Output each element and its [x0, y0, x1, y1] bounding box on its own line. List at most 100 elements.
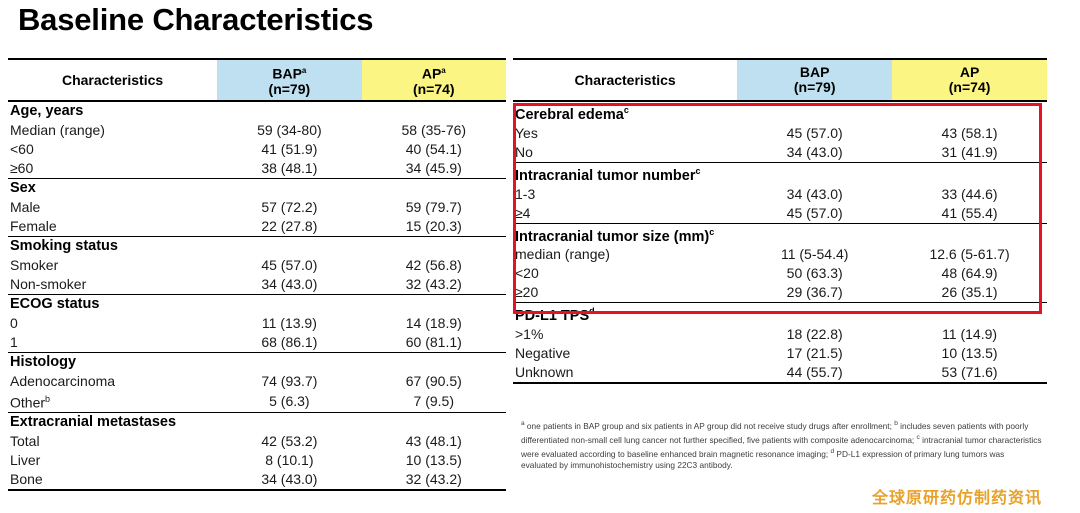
page-title: Baseline Characteristics	[18, 2, 374, 37]
row-bap-value: 45 (57.0)	[261, 257, 318, 273]
table-row: Adenocarcinoma 74 (93.7) 67 (90.5)	[8, 372, 506, 391]
row-label: 1	[8, 333, 218, 353]
row-bap-value: 42 (53.2)	[261, 432, 318, 449]
row-label: 0	[10, 315, 18, 331]
group-superscript: c	[623, 105, 629, 115]
footnote-text-d: PD-L1 expression of primary lung tumors …	[521, 448, 1005, 471]
footnote-text-c: intracranial tumor characteristics were …	[521, 434, 1042, 459]
table-row: Liver 8 (10.1) 10 (13.5)	[8, 451, 506, 470]
header-characteristics: Characteristics	[513, 58, 738, 102]
row-label: No	[513, 142, 738, 163]
row-ap-value: 32 (43.2)	[361, 469, 506, 491]
row-ap-value: 60 (81.1)	[361, 333, 506, 353]
row-label: Yes	[515, 124, 538, 141]
row-bap-value: 5 (6.3)	[217, 391, 362, 413]
row-bap-value: 59 (34-80)	[257, 122, 322, 138]
row-label: ≥4	[513, 203, 738, 224]
table-group-row: PD-L1 TPSd	[513, 303, 1047, 325]
row-label: Male	[10, 199, 41, 215]
baseline-characteristics-table-right: Characteristics BAP (n=79) AP (n=74) Cerebral…	[513, 58, 1047, 385]
row-label: <20	[515, 265, 539, 282]
row-ap-value: 15 (20.3)	[361, 217, 506, 237]
row-label: Median (range)	[10, 122, 105, 138]
row-superscript: b	[45, 394, 51, 404]
group-label: ECOG status	[10, 296, 100, 312]
group-bap-value	[217, 295, 361, 315]
row-label: Female	[8, 217, 218, 237]
footnote: a one patients in BAP group and six pati…	[521, 418, 1042, 471]
row-ap-value: 53 (71.6)	[892, 363, 1047, 385]
row-label: Negative	[515, 345, 571, 362]
row-label: Otherb	[8, 391, 218, 413]
table-group-row: Histology	[8, 353, 506, 373]
row-ap-value: 40 (54.1)	[405, 141, 462, 157]
table-header-row: Characteristics BAP (n=79) AP (n=74)	[513, 58, 1047, 102]
group-bap-value	[217, 237, 361, 257]
table-group-row: Smoking status	[8, 237, 506, 257]
row-bap-value: 57 (72.2)	[261, 199, 318, 215]
group-ap-value	[892, 101, 1047, 124]
group-bap-value	[737, 101, 892, 124]
table-row: 0 11 (13.9) 14 (18.9)	[8, 314, 506, 333]
footnote-marker-a: a	[521, 420, 525, 427]
table-row: Male 57 (72.2) 59 (79.7)	[8, 198, 506, 217]
row-label: <60	[10, 141, 34, 157]
row-label: ≥20	[513, 283, 738, 304]
table-group-row: Age, years	[8, 101, 506, 121]
table-row: Total 42 (53.2) 43 (48.1)	[8, 432, 506, 451]
row-bap-value: 11 (5-54.4)	[780, 246, 849, 263]
group-superscript: d	[589, 306, 595, 317]
row-ap-value: 14 (18.9)	[405, 315, 462, 331]
table-row: Unknown 44 (55.7) 53 (71.6)	[513, 363, 1047, 385]
row-label: Bone	[8, 469, 218, 491]
header-ap: AP (n=74)	[892, 58, 1047, 102]
row-ap-value: 48 (64.9)	[941, 265, 998, 282]
row-ap-value: 58 (35-76)	[401, 122, 467, 138]
table-row: <60 41 (51.9) 40 (54.1)	[8, 140, 506, 159]
group-label: Histology	[10, 354, 77, 370]
table-group-row: Intracranial tumor size (mm)c	[513, 223, 1047, 245]
row-bap-value: 8 (10.1)	[265, 451, 314, 468]
group-bap-value	[737, 162, 892, 184]
table-group-row: Intracranial tumor numberc	[513, 162, 1047, 184]
row-bap-value: 74 (93.7)	[261, 373, 318, 389]
table-row: Non-smoker 34 (43.0) 32 (43.2)	[8, 275, 506, 295]
group-bap-value	[737, 303, 892, 325]
group-bap-value	[217, 101, 361, 121]
group-ap-value	[362, 179, 506, 199]
group-bap-value	[217, 179, 361, 199]
row-bap-value: 18 (22.8)	[786, 326, 843, 343]
table-group-row: Cerebral edemac	[513, 101, 1047, 124]
header-characteristics: Characteristics	[8, 58, 218, 102]
group-superscript: c	[695, 165, 701, 176]
baseline-characteristics-table-left: Characteristics BAPa (n=79) APa (n=74) Age, y…	[8, 58, 506, 491]
footnote-text-a: one patients in BAP group and six patien…	[524, 420, 895, 431]
group-ap-value	[362, 101, 506, 121]
table-row: Median (range) 59 (34-80) 58 (35-76)	[8, 121, 506, 140]
footnote-marker-d: d	[830, 448, 835, 456]
table-header-row: Characteristics BAPa (n=79) APa (n=74)	[8, 58, 506, 102]
group-ap-value	[362, 353, 506, 373]
table-row: <20 50 (63.3) 48 (64.9)	[513, 264, 1047, 283]
row-label: Smoker	[10, 257, 59, 273]
row-label: Total	[10, 432, 40, 449]
table-row: Bone 34 (43.0) 32 (43.2)	[8, 469, 506, 491]
group-label: Extracranial metastases	[10, 413, 177, 430]
row-bap-value: 34 (43.0)	[737, 142, 893, 163]
row-label: Liver	[10, 451, 41, 468]
group-bap-value	[217, 353, 361, 373]
row-ap-value: 41 (55.4)	[892, 203, 1047, 224]
table-group-row: ECOG status	[8, 295, 506, 315]
table-row: ≥4 45 (57.0) 41 (55.4)	[513, 203, 1047, 224]
row-label: Unknown	[513, 363, 738, 385]
group-ap-value	[362, 237, 506, 257]
watermark: 全球原研药仿制药资讯	[872, 490, 1043, 507]
row-ap-value: 32 (43.2)	[361, 275, 506, 295]
row-ap-value: 26 (35.1)	[892, 283, 1047, 304]
header-ap-superscript: a	[441, 66, 446, 76]
row-bap-value: 34 (43.0)	[786, 185, 843, 202]
row-bap-value: 41 (51.9)	[261, 141, 318, 157]
header-bap: BAP (n=79)	[737, 58, 893, 102]
row-bap-value: 34 (43.0)	[217, 275, 362, 295]
row-bap-value: 45 (57.0)	[737, 203, 893, 224]
